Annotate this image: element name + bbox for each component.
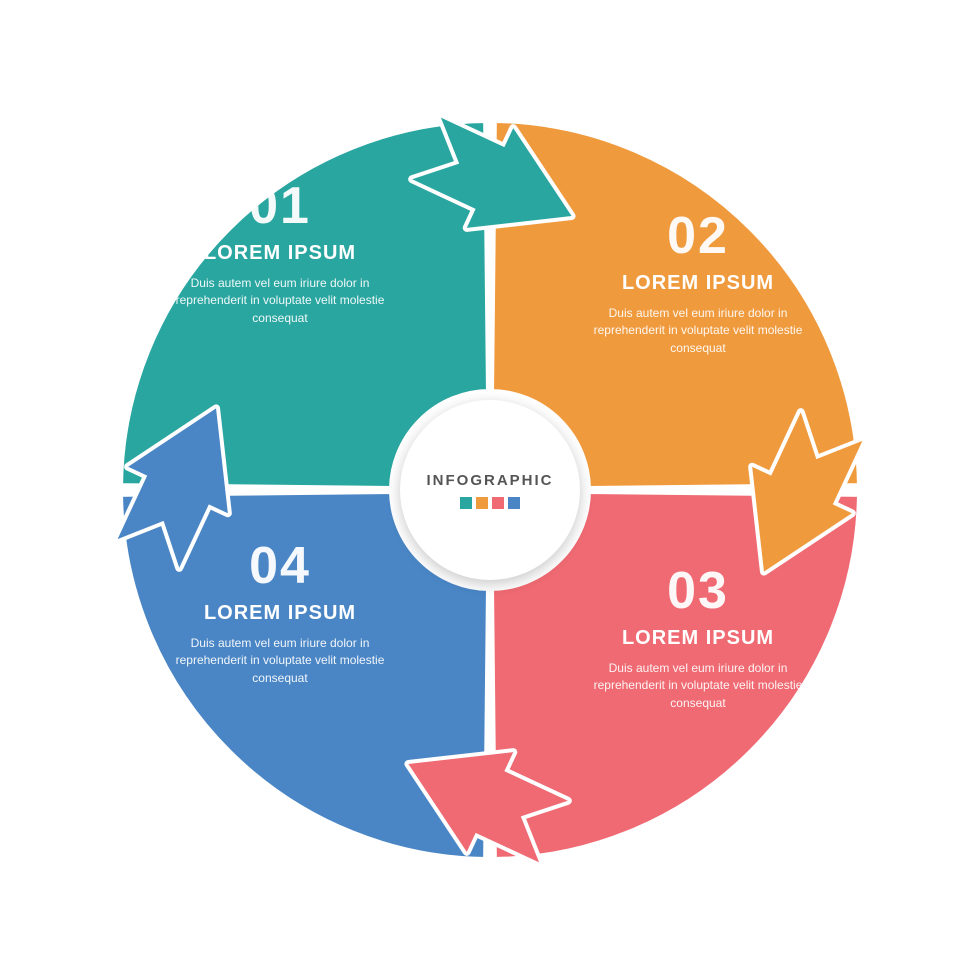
segment-3-text: 03 LOREM IPSUM Duis autem vel eum iriure… bbox=[578, 565, 818, 712]
color-swatch bbox=[492, 497, 504, 509]
center-hub: INFOGRAPHIC bbox=[400, 400, 580, 580]
infographic-stage: INFOGRAPHIC 01 LOREM IPSUM Duis autem ve… bbox=[0, 0, 980, 980]
segment-4-body: Duis autem vel eum iriure dolor in repre… bbox=[160, 635, 400, 687]
color-swatch bbox=[460, 497, 472, 509]
color-swatch bbox=[508, 497, 520, 509]
segment-3-body: Duis autem vel eum iriure dolor in repre… bbox=[578, 660, 818, 712]
segment-1-number: 01 bbox=[160, 180, 400, 232]
center-label: INFOGRAPHIC bbox=[427, 472, 554, 489]
segment-1-body: Duis autem vel eum iriure dolor in repre… bbox=[160, 275, 400, 327]
segment-2-body: Duis autem vel eum iriure dolor in repre… bbox=[578, 305, 818, 357]
segment-2-text: 02 LOREM IPSUM Duis autem vel eum iriure… bbox=[578, 210, 818, 357]
segment-1-text: 01 LOREM IPSUM Duis autem vel eum iriure… bbox=[160, 180, 400, 327]
segment-3-number: 03 bbox=[578, 565, 818, 617]
center-swatches bbox=[460, 497, 520, 509]
segment-4-text: 04 LOREM IPSUM Duis autem vel eum iriure… bbox=[160, 540, 400, 687]
color-swatch bbox=[476, 497, 488, 509]
segment-1-title: LOREM IPSUM bbox=[160, 242, 400, 265]
segment-2-number: 02 bbox=[578, 210, 818, 262]
segment-3-title: LOREM IPSUM bbox=[578, 627, 818, 650]
segment-4-title: LOREM IPSUM bbox=[160, 602, 400, 625]
segment-4-number: 04 bbox=[160, 540, 400, 592]
segment-2-title: LOREM IPSUM bbox=[578, 272, 818, 295]
